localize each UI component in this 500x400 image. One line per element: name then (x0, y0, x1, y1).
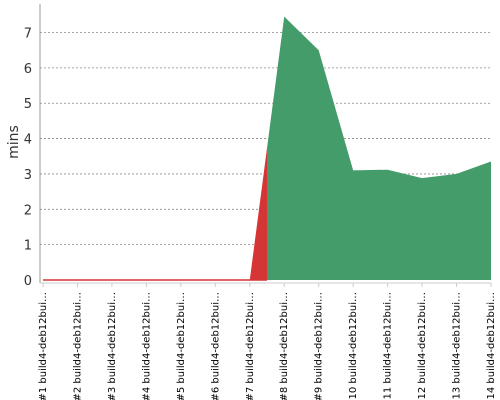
x-tick-label: #5 build4-deb12bui… (176, 292, 187, 400)
x-tick-label: #1 build4-deb12bui… (38, 292, 49, 400)
area-series (43, 16, 491, 281)
x-tick-label: #12 build4-deb12bui… (417, 292, 428, 400)
x-tick-label: #10 build4-deb12bui… (348, 292, 359, 400)
x-tick-label: #4 build4-deb12bui… (141, 292, 152, 400)
x-tick-labels: #1 build4-deb12bui… #2 build4-deb12bui… #3… (38, 292, 497, 400)
axes (39, 4, 492, 287)
success-area (267, 16, 491, 281)
x-tick-label: #8 build4-deb12bui… (279, 292, 290, 400)
x-tick-label: #11 build4-deb12bui… (383, 292, 394, 400)
y-tick-labels: 0 1 2 3 4 5 6 7 (24, 27, 32, 289)
x-tick-label: #14 build4-deb12bui… (486, 292, 497, 400)
x-tick-label: #3 build4-deb12bui… (107, 292, 118, 400)
x-tick-label: #13 build4-deb12bui… (452, 292, 463, 400)
y-axis-title: mins (6, 125, 22, 159)
y-tick-label: 0 (24, 274, 32, 289)
y-tick-label: 5 (24, 97, 32, 112)
y-tick-label: 7 (24, 27, 32, 42)
x-tick-label: #7 build4-deb12bui… (245, 292, 256, 400)
x-tick-label: #2 build4-deb12bui… (72, 292, 83, 400)
x-tick-label: #6 build4-deb12bui… (210, 292, 221, 400)
y-tick-label: 6 (24, 62, 32, 77)
y-tick-label: 2 (24, 203, 32, 218)
x-tick-label: #9 build4-deb12bui… (314, 292, 325, 400)
y-tick-label: 1 (24, 239, 32, 254)
y-tick-label: 4 (24, 133, 32, 148)
failure-area (43, 148, 267, 280)
y-tick-label: 3 (24, 168, 32, 183)
